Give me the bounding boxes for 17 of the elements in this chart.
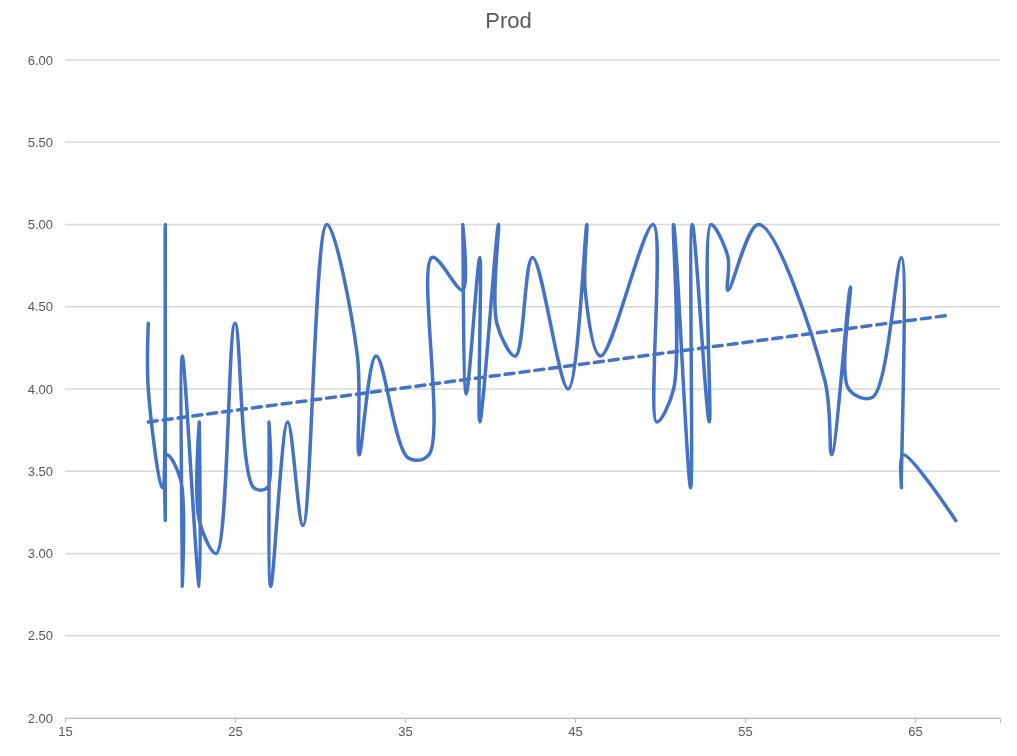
line-series: [146, 222, 958, 589]
chart-title: Prod: [485, 8, 532, 33]
y-tick-label: 2.00: [27, 710, 53, 726]
x-tick-label: 25: [228, 724, 243, 740]
x-tick-label: 55: [738, 724, 753, 740]
y-tick-label: 3.50: [27, 463, 53, 479]
x-tick-label: 65: [908, 724, 923, 740]
y-tick-label: 5.50: [27, 134, 53, 150]
x-tick-label: 45: [568, 724, 583, 740]
y-tick-label: 5.00: [27, 217, 53, 233]
y-tick-label: 2.50: [27, 628, 53, 644]
x-tick-label: 35: [398, 724, 413, 740]
y-tick-label: 3.00: [27, 546, 53, 562]
x-tick-label: 15: [58, 724, 73, 740]
y-tick-label: 6.00: [27, 52, 53, 68]
y-tick-label: 4.00: [27, 381, 53, 397]
y-tick-label: 4.50: [27, 299, 53, 315]
